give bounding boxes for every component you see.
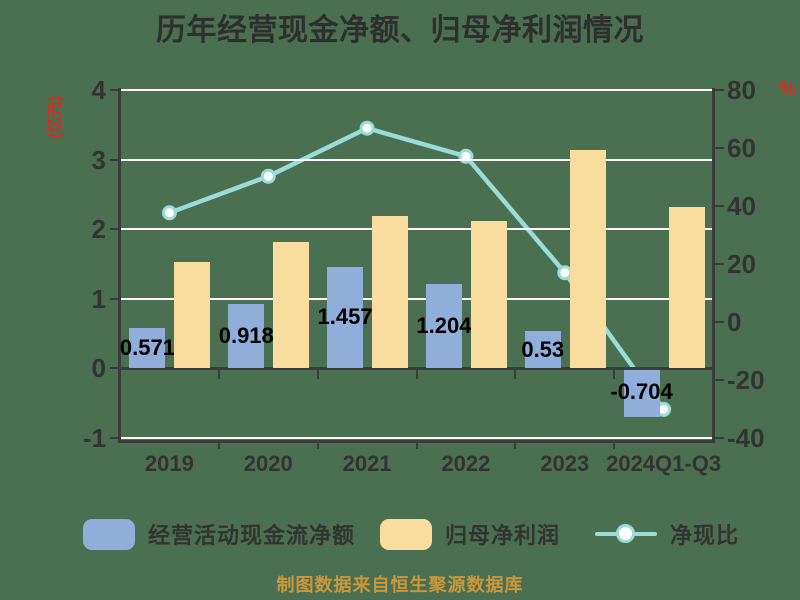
legend-swatch-operating-cashflow <box>83 518 135 550</box>
gridline <box>120 228 713 230</box>
legend-swatch-net-cash-ratio <box>595 518 657 550</box>
x-axis-tick <box>217 443 220 449</box>
chart-title: 历年经营现金净额、归母净利润情况 <box>156 14 644 47</box>
right-axis-unit-label: % <box>779 79 796 100</box>
x-axis-tick <box>613 443 616 449</box>
right-axis-tick-label: -40 <box>727 422 765 453</box>
x-axis-tick <box>514 443 517 449</box>
bar-cashflow-2019 <box>129 328 166 368</box>
bar-value-label: 0.918 <box>218 323 274 349</box>
legend-swatch-net-profit <box>380 518 432 550</box>
bar-value-label: 1.457 <box>317 304 373 330</box>
zero-axis-line <box>119 366 714 370</box>
x-axis-tick <box>514 369 517 379</box>
bar-cashflow-2024Q1-Q3 <box>623 370 660 417</box>
x-axis-tick <box>415 369 418 379</box>
bar-cashflow-2020 <box>228 304 265 368</box>
bar-profit-2021 <box>372 216 409 368</box>
right-axis-spine <box>712 88 715 443</box>
left-axis-tick <box>110 367 119 369</box>
right-axis-tick <box>715 204 724 207</box>
right-axis-tick <box>715 262 724 265</box>
bar-cashflow-2021 <box>327 266 364 368</box>
gridline <box>120 158 713 161</box>
x-axis-tick <box>217 369 220 379</box>
x-axis-label-2019: 2019 <box>144 451 194 476</box>
x-axis-label-2022: 2022 <box>441 451 491 476</box>
right-axis-tick <box>715 378 724 381</box>
bar-value-label: 0.53 <box>521 336 565 362</box>
right-axis-tick-label: 20 <box>727 248 756 279</box>
bar-profit-2020 <box>273 241 310 368</box>
legend-label-operating-cashflow: 经营活动现金流净额 <box>148 523 356 548</box>
left-axis-tick-label: 1 <box>91 283 106 314</box>
x-axis-label-2021: 2021 <box>342 451 392 476</box>
bar-value-label: 0.571 <box>119 335 175 361</box>
bar-cashflow-2023 <box>524 331 561 368</box>
left-axis-tick-label: 4 <box>91 75 106 105</box>
bottom-axis-spine <box>118 440 715 443</box>
x-axis-label-2020: 2020 <box>243 451 293 476</box>
x-axis-tick <box>613 369 616 379</box>
bar-profit-2024Q1-Q3 <box>668 206 705 368</box>
legend-line-marker-icon <box>616 524 635 543</box>
left-axis-tick-label: 0 <box>91 353 106 383</box>
left-axis-tick <box>110 228 119 230</box>
x-axis-label-2024Q1-Q3: 2024Q1-Q3 <box>606 451 722 476</box>
right-axis-tick-label: 40 <box>727 190 756 221</box>
bar-cashflow-2022 <box>425 284 462 368</box>
right-axis-tick <box>715 320 724 323</box>
left-axis-tick-label: -1 <box>82 422 106 453</box>
line-marker <box>161 205 177 221</box>
x-axis-label-2023: 2023 <box>540 451 590 476</box>
left-axis-tick <box>110 89 119 91</box>
gridline <box>120 89 713 91</box>
right-axis-tick-label: 80 <box>727 75 756 105</box>
line-marker <box>359 120 375 136</box>
left-axis-spine <box>118 88 121 443</box>
right-axis-tick-label: 0 <box>727 306 742 337</box>
legend-label-net-cash-ratio: 净现比 <box>670 523 740 548</box>
bar-value-label: 1.204 <box>416 313 472 339</box>
gridline <box>120 436 713 439</box>
bar-value-label: -0.704 <box>610 379 673 405</box>
x-axis-tick <box>316 369 319 379</box>
right-axis-tick <box>715 89 724 91</box>
bar-profit-2023 <box>569 150 606 368</box>
legend-item-net-cash-ratio: 净现比 <box>595 518 739 550</box>
gridline <box>120 297 713 300</box>
left-axis-tick <box>110 297 119 300</box>
legend-label-net-profit: 归母净利润 <box>445 523 561 548</box>
left-axis-tick <box>110 158 119 161</box>
x-axis-tick <box>415 443 418 449</box>
right-axis-tick <box>715 436 724 439</box>
line-marker <box>458 148 474 164</box>
right-axis-tick-label: -20 <box>727 364 765 395</box>
left-axis-tick-label: 3 <box>91 144 106 175</box>
legend-item-net-profit: 归母净利润 <box>380 518 560 550</box>
bar-profit-2019 <box>174 262 211 368</box>
legend-item-operating-cashflow: 经营活动现金流净额 <box>83 518 355 550</box>
data-source-note: 制图数据来自恒生聚源数据库 <box>276 575 524 595</box>
line-marker <box>260 168 276 184</box>
right-axis-tick <box>715 146 724 149</box>
left-axis-tick-label: 2 <box>91 214 106 244</box>
bar-profit-2022 <box>470 221 507 368</box>
right-axis-tick-label: 60 <box>727 132 756 163</box>
left-axis-tick <box>110 436 119 439</box>
x-axis-tick <box>316 443 319 449</box>
